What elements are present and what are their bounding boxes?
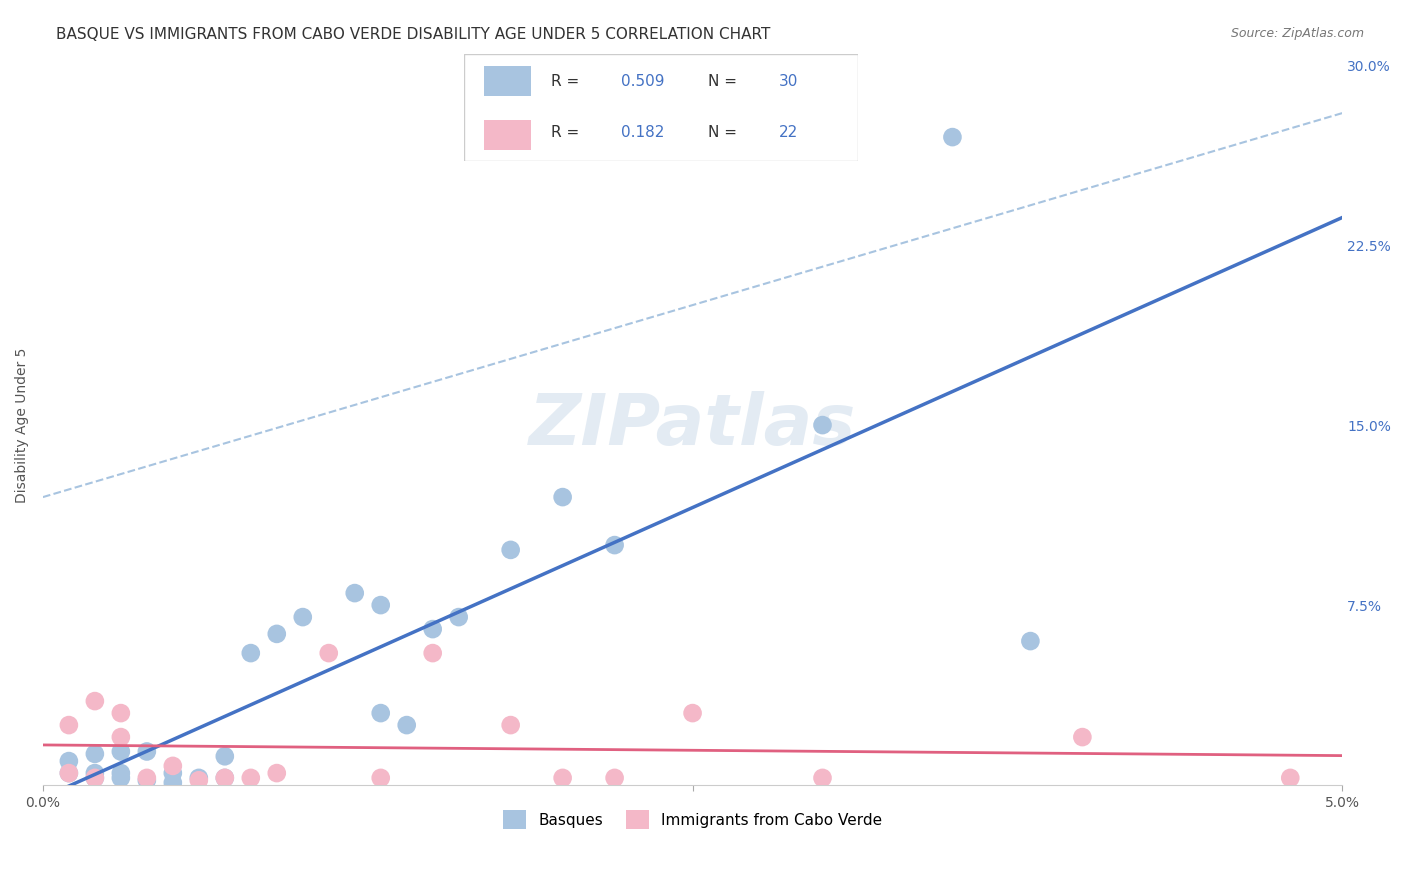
Point [422,622,444,636]
Legend: Basques, Immigrants from Cabo Verde: Basques, Immigrants from Cabo Verde [496,805,889,835]
Point [83,771,105,785]
Point [135,744,157,758]
Point [291,610,314,624]
Point [603,771,626,785]
Point [1279,771,1302,785]
Point [110,771,132,785]
Point [499,718,522,732]
Point [83,771,105,785]
Point [499,542,522,557]
Point [266,627,288,641]
Point [83,694,105,708]
Point [110,706,132,720]
Point [187,771,209,785]
FancyBboxPatch shape [484,120,531,150]
Y-axis label: Disability Age Under 5: Disability Age Under 5 [15,347,30,503]
Point [162,775,184,789]
FancyBboxPatch shape [464,54,858,161]
Point [214,771,236,785]
Text: N =: N = [709,125,742,140]
Point [58,766,80,780]
Point [214,749,236,764]
Text: 0.182: 0.182 [621,125,665,140]
Point [343,586,366,600]
Point [370,706,392,720]
Point [83,747,105,761]
Point [422,646,444,660]
Point [318,646,340,660]
Point [58,766,80,780]
Point [83,766,105,780]
Point [110,744,132,758]
Point [239,646,262,660]
Point [682,706,704,720]
Point [370,598,392,612]
Point [58,754,80,768]
Text: 30: 30 [779,74,799,89]
Point [187,773,209,788]
Point [811,771,834,785]
Text: 22: 22 [779,125,799,140]
Text: ZIPatlas: ZIPatlas [529,391,856,459]
Point [941,130,963,145]
Point [214,771,236,785]
Point [266,766,288,780]
Point [447,610,470,624]
Point [551,490,574,504]
Text: BASQUE VS IMMIGRANTS FROM CABO VERDE DISABILITY AGE UNDER 5 CORRELATION CHART: BASQUE VS IMMIGRANTS FROM CABO VERDE DIS… [56,27,770,42]
Point [395,718,418,732]
Point [162,759,184,773]
Point [110,730,132,744]
Point [370,771,392,785]
Point [811,418,834,433]
Text: Source: ZipAtlas.com: Source: ZipAtlas.com [1230,27,1364,40]
Point [1019,634,1042,648]
Point [110,766,132,780]
Point [135,771,157,785]
Text: 0.509: 0.509 [621,74,665,89]
Point [239,771,262,785]
Point [135,773,157,788]
Point [603,538,626,552]
FancyBboxPatch shape [484,66,531,96]
Text: R =: R = [551,125,583,140]
Text: R =: R = [551,74,583,89]
Point [1071,730,1094,744]
Point [162,766,184,780]
Point [58,718,80,732]
Text: N =: N = [709,74,742,89]
Point [551,771,574,785]
